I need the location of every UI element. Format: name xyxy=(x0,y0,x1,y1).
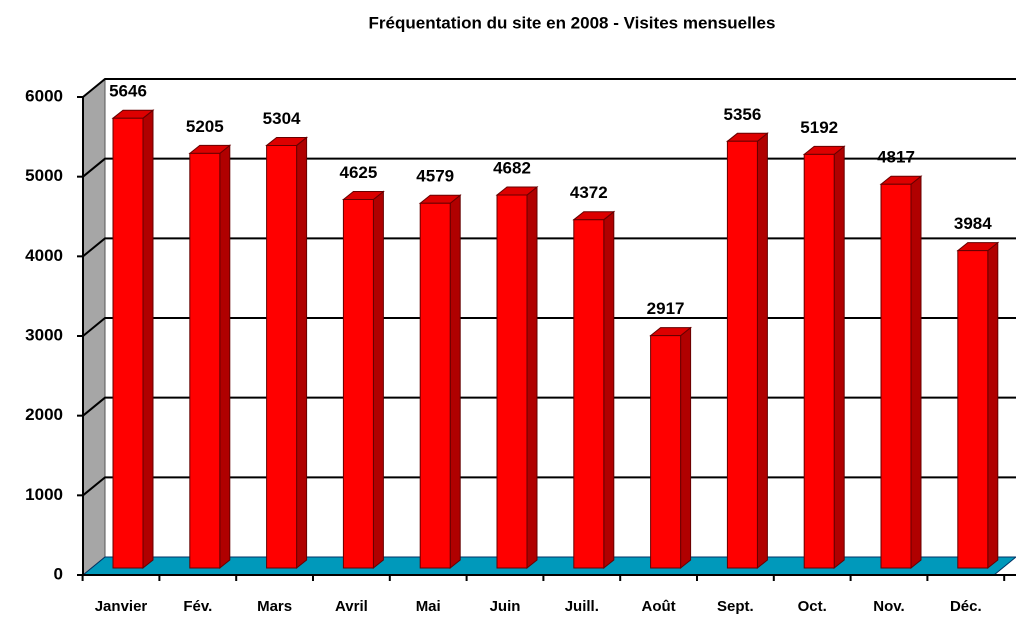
bar-side xyxy=(987,241,999,570)
x-tick-label: Oct. xyxy=(798,598,827,615)
bar xyxy=(802,145,846,570)
bar xyxy=(725,132,769,570)
grid-line xyxy=(82,157,1016,178)
bar-front xyxy=(803,153,835,569)
data-label: 5356 xyxy=(723,105,761,124)
bar-front xyxy=(496,194,528,569)
bar xyxy=(495,185,539,570)
x-tick-label: Janvier xyxy=(95,598,148,615)
bar-side xyxy=(219,144,231,570)
x-tick-label: Avril xyxy=(335,598,368,615)
bar-side xyxy=(296,136,308,570)
y-tick-label: 3000 xyxy=(25,325,63,344)
y-tick-label: 4000 xyxy=(25,246,63,265)
grid-line xyxy=(82,396,1016,417)
bar xyxy=(111,109,155,570)
data-label: 4372 xyxy=(570,183,608,202)
bar-front xyxy=(419,202,451,569)
bar-side xyxy=(526,185,538,570)
x-tick-label: Août xyxy=(642,598,676,615)
data-label: 2917 xyxy=(647,299,685,318)
bar xyxy=(188,144,232,570)
bar xyxy=(341,190,385,570)
bar-side xyxy=(142,109,154,570)
y-tick-label: 0 xyxy=(54,564,63,583)
bar xyxy=(418,194,462,570)
bar-side xyxy=(910,175,922,570)
data-label: 4817 xyxy=(877,148,915,167)
x-tick-label: Sept. xyxy=(717,598,754,615)
bar-front xyxy=(650,335,682,569)
bar-side xyxy=(449,194,461,570)
y-tick-label: 5000 xyxy=(25,166,63,185)
bar-front xyxy=(957,250,989,569)
bar-front xyxy=(573,219,605,569)
bar-side xyxy=(833,145,845,570)
data-label: 5192 xyxy=(800,118,838,137)
grid-line xyxy=(82,237,1016,258)
data-label: 5205 xyxy=(186,117,224,136)
bar-side xyxy=(680,326,692,570)
bar-side xyxy=(603,210,615,570)
bar-front xyxy=(880,183,912,569)
bar xyxy=(956,241,1000,570)
x-tick-label: Nov. xyxy=(873,598,904,615)
x-tick-label: Juill. xyxy=(565,598,599,615)
x-tick-label: Mars xyxy=(257,598,292,615)
x-tick-label: Déc. xyxy=(950,598,982,615)
data-label: 4579 xyxy=(416,167,454,186)
x-tick-label: Juin xyxy=(490,598,521,615)
x-tick-label: Mai xyxy=(416,598,441,615)
bar-front xyxy=(342,199,374,569)
bar-front xyxy=(189,152,221,569)
bar xyxy=(879,175,923,570)
bar-side xyxy=(756,132,768,570)
grid-line xyxy=(82,78,1016,98)
bar xyxy=(649,326,693,570)
bar xyxy=(265,136,309,570)
y-tick-label: 6000 xyxy=(25,86,63,105)
data-label: 5646 xyxy=(109,82,147,101)
bar-front xyxy=(266,144,298,569)
data-label: 4682 xyxy=(493,158,531,177)
x-tick-label: Fév. xyxy=(183,598,212,615)
data-label: 3984 xyxy=(954,214,992,233)
grid-line xyxy=(82,476,1016,497)
bar-side xyxy=(372,190,384,570)
y-tick-label: 1000 xyxy=(25,485,63,504)
bar xyxy=(572,210,616,570)
y-tick-label: 2000 xyxy=(25,405,63,424)
grid-line xyxy=(82,317,1016,337)
chart-title: Fréquentation du site en 2008 - Visites … xyxy=(369,13,776,32)
data-label: 5304 xyxy=(263,109,301,128)
bar-front xyxy=(726,140,758,569)
bar-front xyxy=(112,117,144,569)
data-label: 4625 xyxy=(339,163,377,182)
